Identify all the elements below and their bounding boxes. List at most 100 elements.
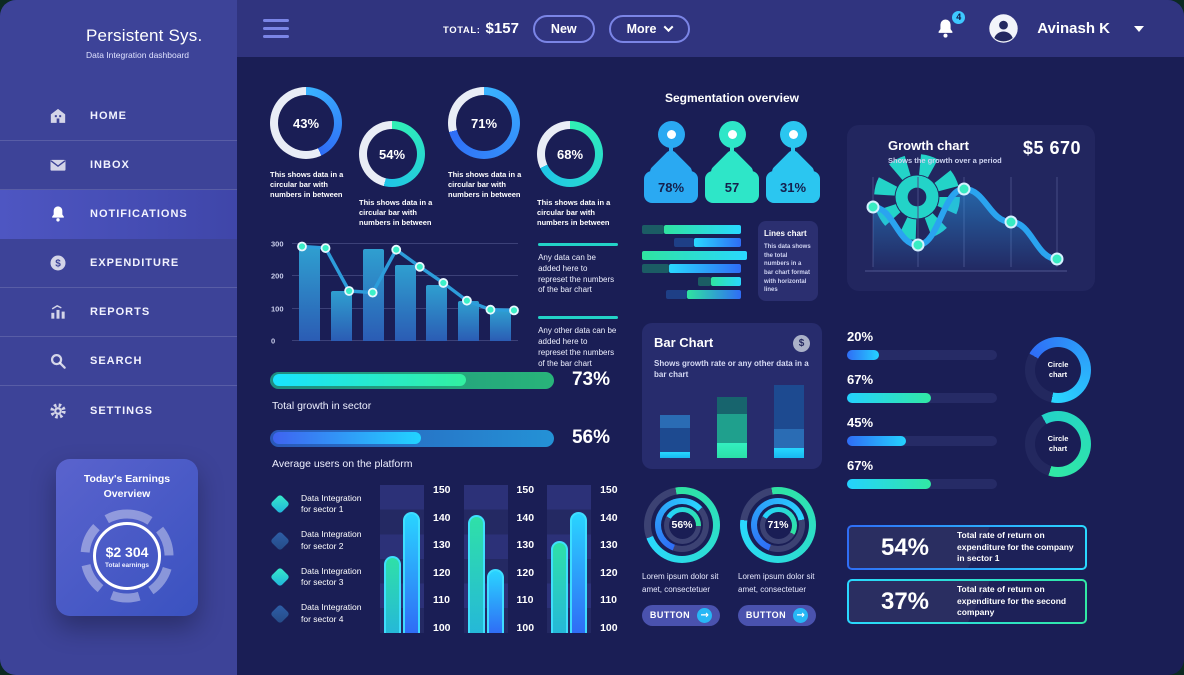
- bar-group: 150 140 130 120 110 100: [547, 485, 618, 633]
- bar-segment: [774, 447, 804, 458]
- stat-fill: [847, 479, 931, 489]
- new-button[interactable]: New: [532, 14, 595, 43]
- tick-label: 130: [433, 539, 451, 551]
- menu-icon[interactable]: [263, 19, 289, 38]
- growth-amount: $5 670: [1022, 138, 1081, 158]
- group-ticks: 150 140 130 120 110 100: [433, 485, 451, 633]
- arrow-right-icon: →: [793, 607, 809, 623]
- return-box-inner: 54% Total rate of return on expenditure f…: [849, 527, 1085, 568]
- segmentation-tags: 78% 57 31%: [642, 121, 822, 203]
- note-rule: [538, 316, 618, 320]
- line-overlay: [297, 241, 519, 316]
- y-tick-label: 0: [271, 336, 276, 346]
- group-panel: [380, 485, 424, 633]
- bar: [458, 300, 480, 341]
- stat-value-label: 45%: [847, 415, 874, 430]
- circle-chart-label: Circle chart: [1035, 347, 1081, 393]
- gauge-hole: 56%: [661, 504, 703, 546]
- h-bar-segment: [711, 277, 742, 286]
- tag-body: 57: [705, 171, 759, 203]
- progress-row: 56%: [270, 427, 610, 449]
- tick-label: 130: [600, 539, 618, 551]
- bar-blue: [570, 511, 588, 633]
- bar-green: [467, 514, 485, 633]
- main-area: TOTAL: $157 New More 4: [237, 0, 1184, 675]
- legend-item: Data Integration for sector 1: [270, 493, 370, 516]
- gauge-ring-outer: 71%: [740, 487, 816, 563]
- sidebar-item-label: INBOX: [90, 159, 130, 171]
- tag-circle: [718, 121, 746, 148]
- user-menu-caret-icon[interactable]: [1134, 25, 1144, 32]
- bar-chart-description: Shows growth rate or any other data in a…: [654, 359, 809, 380]
- mail-icon: [48, 155, 68, 175]
- chart-notes: Any data can be added here to represet t…: [538, 243, 618, 368]
- sidebar-item-home[interactable]: HOME: [0, 92, 237, 141]
- bar-segment: [660, 427, 690, 452]
- growth-chart-header: Growth chart Shows the growth over a per…: [861, 138, 1081, 240]
- h-bar-segment: [663, 225, 742, 234]
- stat-value-label: 67%: [847, 372, 874, 387]
- gauge-button[interactable]: BUTTON →: [738, 604, 816, 626]
- stat-fill: [847, 393, 931, 403]
- stats-section: 20% 67% 45% 67% Circle chart Circle chart: [847, 329, 1095, 501]
- bar-segment: [774, 428, 804, 448]
- svg-text:$: $: [55, 259, 61, 270]
- notifications-bell[interactable]: 4: [934, 8, 968, 41]
- sidebar-item-settings[interactable]: SETTINGS: [0, 386, 237, 435]
- sidebar-item-notifications[interactable]: NOTIFICATIONS: [0, 190, 237, 239]
- note-text: Any other data can be added here to repr…: [538, 326, 617, 368]
- sidebar-item-inbox[interactable]: INBOX: [0, 141, 237, 190]
- more-button[interactable]: More: [608, 14, 690, 43]
- dollar-icon: $: [48, 253, 68, 273]
- donut-caption: This shows data in a circular bar with n…: [270, 170, 344, 200]
- sidebar-nav: HOME INBOX NOTIFICATIONS $ EXPENDITURE REPORT…: [0, 92, 237, 435]
- tag-value: 57: [724, 179, 740, 195]
- bar: [490, 310, 512, 341]
- segment-tag: 31%: [766, 121, 820, 203]
- donut-hole: 54%: [367, 129, 417, 179]
- h-bar-row: [642, 238, 750, 247]
- donut-ring: 68%: [537, 121, 603, 187]
- h-bar-segment: [687, 290, 742, 299]
- donut-hole: 43%: [278, 95, 334, 151]
- y-tick-label: 200: [271, 271, 284, 281]
- progress-value: 56%: [571, 427, 610, 448]
- gridline: [292, 243, 519, 245]
- diamond-icon: [270, 603, 290, 624]
- sidebar-item-expenditure[interactable]: $ EXPENDITURE: [0, 239, 237, 288]
- donut-ring: 43%: [270, 87, 342, 159]
- stat-value-label: 20%: [847, 329, 874, 344]
- brand: Persistent Sys. Data Integration dashboa…: [0, 0, 237, 84]
- bar: [394, 265, 416, 341]
- tag-dot-icon: [727, 130, 737, 139]
- avatar[interactable]: [988, 13, 1019, 44]
- h-bar-segment: [665, 290, 688, 299]
- brand-subtitle: Data Integration dashboard: [86, 50, 190, 60]
- return-box-inner: 37% Total rate of return on expenditure f…: [849, 581, 1085, 622]
- donut-chart: 54% This shows data in a circular bar wit…: [359, 121, 440, 229]
- donut-hole: 68%: [545, 129, 595, 179]
- bell-icon: [48, 204, 68, 224]
- gauge-button[interactable]: BUTTON →: [642, 604, 720, 626]
- tick-label: 100: [516, 621, 535, 634]
- gauge-hole: 71%: [764, 511, 792, 539]
- progress-fill: [273, 374, 467, 386]
- sidebar-item-search[interactable]: SEARCH: [0, 337, 237, 386]
- tick-label: 110: [600, 594, 618, 606]
- bell-icon: [938, 18, 953, 38]
- avatar-icon: [989, 14, 1018, 43]
- user-name[interactable]: Avinash K: [1037, 20, 1110, 37]
- note-text: Any data can be added here to represet t…: [538, 253, 615, 295]
- tick-label: 140: [516, 511, 535, 524]
- sidebar-item-label: EXPENDITURE: [90, 257, 180, 269]
- segment-tag: 57: [705, 121, 759, 203]
- gauge-description: Lorem ipsum dolor sit amet, consectetuer: [642, 572, 719, 594]
- legend-label: Data Integration for sector 4: [301, 602, 362, 624]
- h-bar-row: [642, 225, 750, 234]
- sidebar: Persistent Sys. Data Integration dashboa…: [0, 0, 237, 675]
- sidebar-item-reports[interactable]: REPORTS: [0, 288, 237, 337]
- search-icon: [48, 351, 68, 371]
- growth-chart-title: Growth chart: [888, 138, 969, 153]
- growth-chart-titles: Growth chart Shows the growth over a per…: [888, 138, 1002, 165]
- notification-badge: 4: [950, 8, 968, 26]
